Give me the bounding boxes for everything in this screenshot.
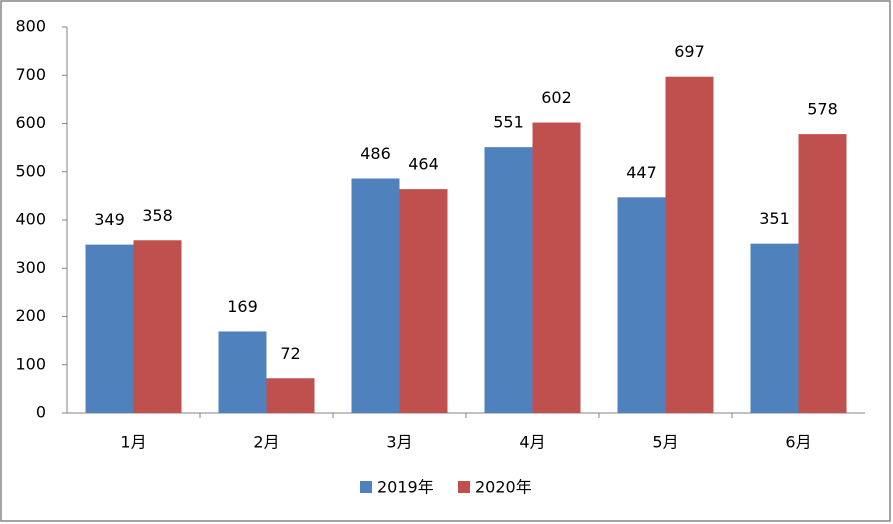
data-label: 486	[360, 144, 391, 163]
bar	[218, 331, 267, 413]
bar	[532, 122, 581, 413]
bar	[351, 178, 400, 413]
bar	[133, 240, 182, 413]
x-tick-label: 3月	[386, 433, 412, 452]
bar	[484, 147, 533, 413]
bar	[85, 244, 134, 413]
legend-swatch	[458, 481, 470, 493]
bar	[750, 243, 799, 413]
data-label: 697	[674, 42, 705, 61]
data-label: 578	[807, 100, 838, 119]
x-tick-label: 6月	[785, 433, 811, 452]
x-tick-label: 1月	[120, 433, 146, 452]
data-label: 602	[541, 88, 572, 107]
y-tick-label: 600	[15, 113, 46, 132]
y-tick-label: 800	[15, 17, 46, 36]
x-tick-label: 4月	[519, 433, 545, 452]
x-tick-label: 5月	[652, 433, 678, 452]
y-tick-label: 400	[15, 210, 46, 229]
bar	[665, 76, 714, 413]
y-tick-label: 700	[15, 65, 46, 84]
x-tick-label: 2月	[253, 433, 279, 452]
y-tick-label: 300	[15, 258, 46, 277]
y-tick-label: 200	[15, 306, 46, 325]
y-tick-label: 0	[36, 403, 46, 422]
data-label: 72	[280, 344, 300, 363]
data-label: 169	[227, 297, 258, 316]
bar	[266, 378, 315, 413]
bar	[399, 189, 448, 413]
data-label: 551	[493, 113, 524, 132]
bar	[617, 197, 666, 413]
data-label: 464	[408, 155, 439, 174]
legend-swatch	[360, 481, 372, 493]
data-label: 447	[626, 163, 657, 182]
y-tick-label: 500	[15, 161, 46, 180]
legend-label: 2019年	[377, 478, 434, 497]
data-label: 351	[759, 209, 790, 228]
legend-label: 2020年	[475, 478, 532, 497]
data-label: 358	[142, 206, 173, 225]
bar	[798, 134, 847, 414]
y-tick-label: 100	[15, 354, 46, 373]
data-label: 349	[94, 210, 125, 229]
